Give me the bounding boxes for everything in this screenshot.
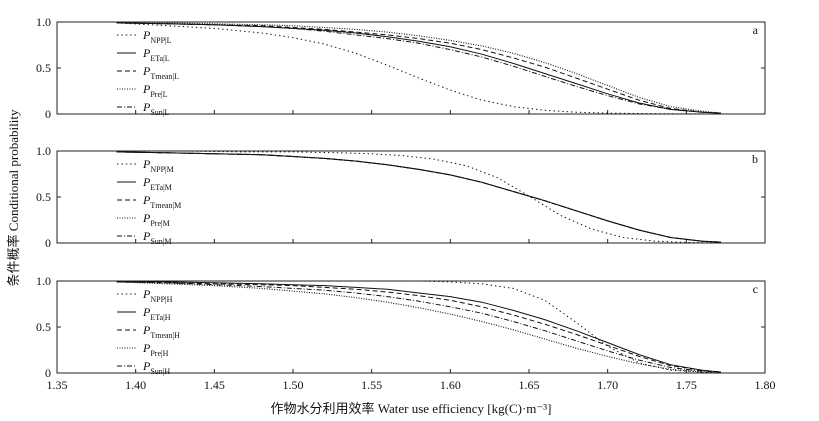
series-line-dotted [116,151,721,243]
legend-label: PETa|M [142,175,172,192]
y-tick-label: 1.0 [36,15,51,29]
series-line-solid [116,281,721,373]
y-tick-label: 0.5 [36,190,51,204]
series-line-dotted [116,281,721,373]
panel-label: a [753,23,759,37]
series-line-solid [116,22,721,114]
x-tick-label: 1.35 [47,378,68,392]
y-tick-label: 1.0 [36,274,51,288]
legend-label: PPre|H [142,341,169,358]
legend-label: PETa|H [142,305,171,322]
x-tick-label: 1.75 [676,378,697,392]
series-line-dotted [116,22,721,114]
legend-label: PNPP|M [142,157,174,174]
series-line-dense-dotted [116,22,721,114]
x-tick-label: 1.60 [440,378,461,392]
x-tick-label: 1.40 [125,378,146,392]
x-tick-label: 1.80 [755,378,776,392]
panel-label: b [752,152,758,166]
series-line-dashed [116,22,721,114]
x-tick-label: 1.55 [361,378,382,392]
legend-label: PTmean|M [142,193,181,210]
legend-label: PNPP|H [142,287,173,304]
legend-label: PETa|L [142,46,170,63]
x-tick-label: 1.45 [204,378,225,392]
series-line-dash-dot [116,22,721,114]
x-tick-label: 1.65 [519,378,540,392]
y-axis-title: 条件概率 Conditional probability [6,109,21,286]
x-tick-label: 1.70 [597,378,618,392]
legend-label: PNPP|L [142,28,172,45]
panel-label: c [753,282,758,296]
legend-label: PTmean|L [142,64,179,81]
series-line-dense-dotted [116,151,721,243]
x-tick-label: 1.50 [283,378,304,392]
y-tick-label: 0 [45,107,51,121]
legend-label: PPre|L [142,82,168,99]
legend-label: PSun|M [142,229,172,246]
y-tick-label: 0.5 [36,61,51,75]
series-line-dense-dotted [116,281,721,373]
series-line-dash-dot [116,281,721,373]
legend-label: PTmean|H [142,323,180,340]
series-line-dash-dot [116,151,721,243]
x-axis-title: 作物水分利用效率 Water use efficiency [kg(C)·m⁻³… [271,401,552,416]
y-tick-label: 0 [45,366,51,380]
y-tick-label: 1.0 [36,144,51,158]
series-line-dashed [116,151,721,243]
series-line-dashed [116,281,721,373]
legend-label: PSun|H [142,359,170,376]
y-tick-label: 0.5 [36,320,51,334]
series-line-solid [116,151,721,243]
legend-label: PSun|L [142,100,169,117]
legend-label: PPre|M [142,211,170,228]
y-tick-label: 0 [45,236,51,250]
